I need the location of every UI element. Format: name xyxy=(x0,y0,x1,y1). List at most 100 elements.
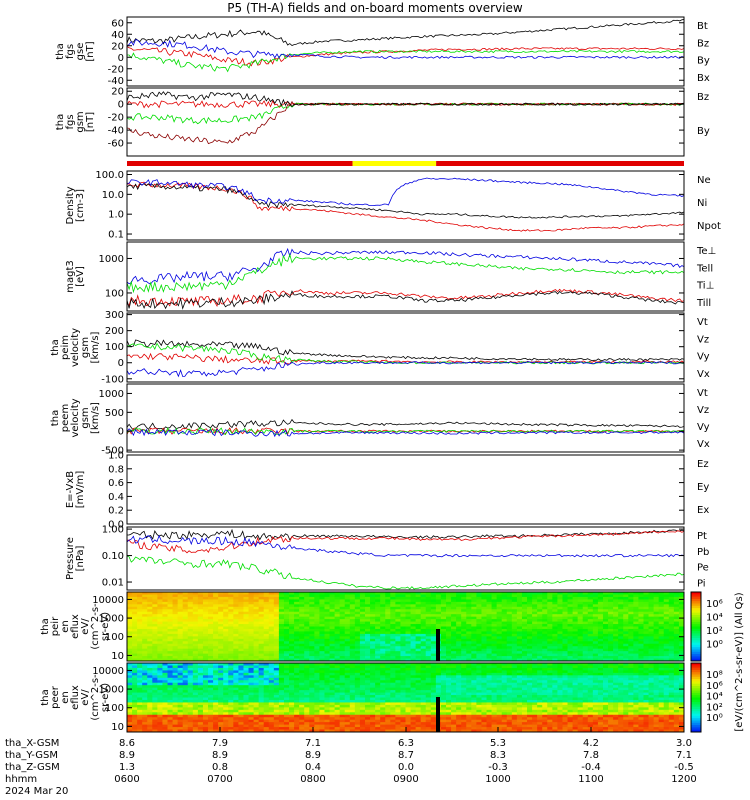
heatmap-cell xyxy=(253,592,260,595)
heatmap-cell xyxy=(157,628,163,632)
heatmap-cell xyxy=(527,643,533,647)
heatmap-cell xyxy=(390,658,396,662)
heatmap-cell xyxy=(380,690,386,694)
heatmap-cell xyxy=(187,626,194,630)
heatmap-cell xyxy=(638,611,644,615)
heatmap-cell xyxy=(202,619,209,623)
heatmap-cell xyxy=(137,709,143,713)
heatmap-cell xyxy=(339,653,346,657)
legend-label-Vz: Vz xyxy=(697,334,709,345)
heatmap-cell xyxy=(263,695,270,698)
heatmap-cell xyxy=(233,687,239,691)
heatmap-cell xyxy=(278,729,285,733)
heatmap-cell xyxy=(218,619,224,623)
heatmap-cell xyxy=(562,658,569,662)
heatmap-cell xyxy=(147,614,153,618)
heatmap-cell xyxy=(456,592,462,595)
heatmap-cell xyxy=(304,692,310,696)
heatmap-cell xyxy=(648,611,655,615)
heatmap-cell xyxy=(562,624,569,627)
heatmap-cell xyxy=(562,638,569,642)
heatmap-cell xyxy=(263,692,270,696)
heatmap-cell xyxy=(243,609,250,613)
heatmap-cell xyxy=(208,646,214,650)
heatmap-cell xyxy=(364,619,371,623)
heatmap-cell xyxy=(425,719,432,723)
heatmap-cell xyxy=(167,672,174,676)
heatmap-cell xyxy=(643,638,650,642)
heatmap-cell xyxy=(359,638,366,642)
heatmap-cell xyxy=(263,680,270,684)
legend-label-Vy: Vy xyxy=(697,352,710,363)
heatmap-cell xyxy=(451,592,457,595)
heatmap-cell xyxy=(167,599,174,603)
heatmap-cell xyxy=(197,606,204,610)
heatmap-cell xyxy=(192,628,199,632)
heatmap-cell xyxy=(162,687,169,691)
heatmap-cell xyxy=(400,687,406,691)
heatmap-cell xyxy=(132,665,138,669)
heatmap-cell xyxy=(592,611,599,615)
y-tick-label: 0.8 xyxy=(108,464,124,475)
heatmap-cell xyxy=(339,631,346,635)
heatmap-cell xyxy=(359,667,366,671)
heatmap-cell xyxy=(425,648,432,652)
heatmap-cell xyxy=(177,646,184,650)
heatmap-cell xyxy=(248,687,255,691)
heatmap-cell xyxy=(182,596,189,600)
heatmap-cell xyxy=(425,667,432,671)
heatmap-cell xyxy=(228,729,234,733)
heatmap-cell xyxy=(314,621,320,625)
heatmap-cell xyxy=(628,599,634,603)
heatmap-cell xyxy=(278,658,285,662)
heatmap-cell xyxy=(613,651,619,655)
heatmap-cell xyxy=(208,641,214,645)
heatmap-cell xyxy=(283,638,290,642)
heatmap-cell xyxy=(243,717,250,721)
heatmap-cell xyxy=(253,594,260,598)
heatmap-cell xyxy=(309,707,315,711)
heatmap-cell xyxy=(628,611,634,615)
heatmap-cell xyxy=(127,667,133,671)
heatmap-cell xyxy=(491,638,498,642)
heatmap-cell xyxy=(329,699,336,703)
heatmap-cell xyxy=(294,614,300,618)
heatmap-cell xyxy=(440,653,447,657)
heatmap-cell xyxy=(597,628,604,632)
heatmap-cell xyxy=(375,648,381,652)
panel-frame xyxy=(126,383,685,453)
heatmap-cell xyxy=(334,633,341,637)
heatmap-cell xyxy=(167,631,174,635)
heatmap-cell xyxy=(278,687,285,691)
heatmap-cell xyxy=(233,690,239,694)
heatmap-cell xyxy=(440,638,447,642)
heatmap-cell xyxy=(304,614,310,618)
heatmap-cell xyxy=(542,614,548,618)
heatmap-cell xyxy=(618,609,624,613)
heatmap-cell xyxy=(314,641,320,645)
heatmap-cell xyxy=(440,599,447,603)
heatmap-cell xyxy=(552,636,558,640)
heatmap-cell xyxy=(370,663,376,666)
heatmap-cell xyxy=(359,604,366,608)
heatmap-cell xyxy=(142,697,148,701)
heatmap-cell xyxy=(238,619,244,623)
heatmap-cell xyxy=(202,646,209,650)
heatmap-cell xyxy=(294,722,300,726)
heatmap-cell xyxy=(137,646,143,650)
heatmap-cell xyxy=(415,663,422,666)
heatmap-cell xyxy=(152,699,158,703)
heatmap-cell xyxy=(172,712,179,716)
heatmap-cell xyxy=(238,714,244,718)
heatmap-cell xyxy=(324,697,331,701)
heatmap-cell xyxy=(623,611,629,615)
heatmap-cell xyxy=(334,646,341,650)
heatmap-cell xyxy=(430,592,437,595)
heatmap-cell xyxy=(319,727,325,731)
heatmap-cell xyxy=(618,636,624,640)
heatmap-cell xyxy=(289,727,295,731)
heatmap-cell xyxy=(364,594,371,598)
heatmap-cell xyxy=(653,594,660,598)
heatmap-cell xyxy=(425,624,432,627)
heatmap-cell xyxy=(370,614,376,618)
